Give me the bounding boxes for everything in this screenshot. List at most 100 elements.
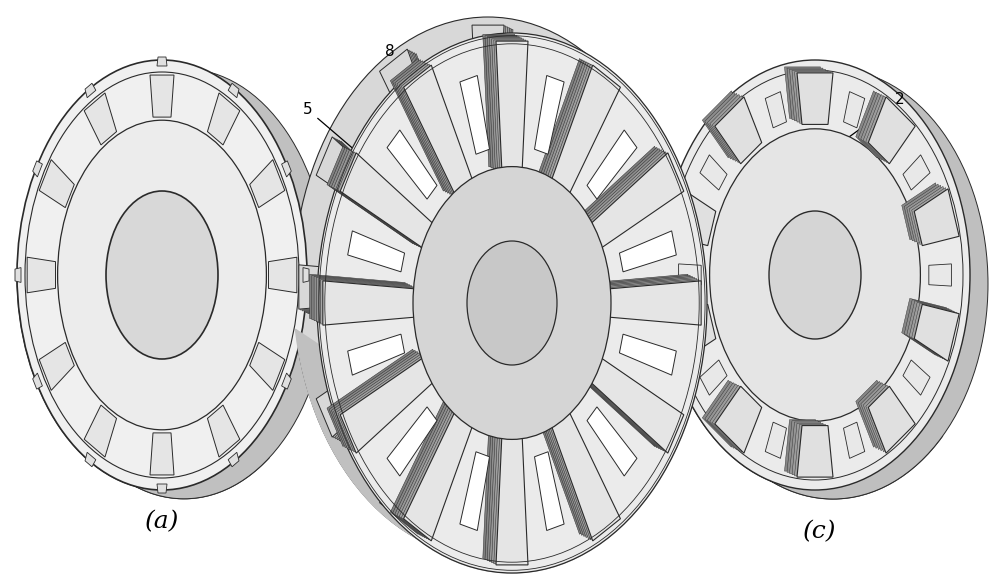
Polygon shape [705,382,752,448]
Polygon shape [586,152,682,249]
Polygon shape [666,187,711,243]
Polygon shape [595,215,652,256]
Ellipse shape [58,120,266,430]
Polygon shape [340,356,436,453]
Text: 7: 7 [509,57,535,127]
Polygon shape [387,396,457,529]
Polygon shape [494,432,526,564]
Polygon shape [157,484,167,493]
Polygon shape [794,424,830,476]
Polygon shape [321,280,416,324]
Polygon shape [532,52,602,184]
Polygon shape [496,41,528,173]
Polygon shape [912,303,957,360]
Polygon shape [661,184,706,241]
Polygon shape [299,265,394,309]
Polygon shape [861,383,908,449]
Polygon shape [399,63,469,196]
Polygon shape [568,342,663,439]
Text: 8: 8 [385,45,460,146]
Polygon shape [250,160,285,208]
Polygon shape [327,146,423,243]
Polygon shape [150,75,174,117]
Polygon shape [489,38,521,170]
Polygon shape [671,189,716,246]
Polygon shape [385,395,455,528]
Polygon shape [404,65,474,197]
Polygon shape [700,360,727,395]
Polygon shape [477,419,509,552]
Polygon shape [474,417,506,550]
Polygon shape [532,395,602,528]
Polygon shape [537,402,607,534]
Polygon shape [797,425,833,477]
Polygon shape [707,93,754,160]
Polygon shape [494,40,526,172]
Polygon shape [380,49,450,182]
Polygon shape [282,161,291,177]
Polygon shape [586,355,682,452]
Ellipse shape [293,17,683,557]
Polygon shape [526,392,596,525]
Polygon shape [492,430,524,563]
Polygon shape [661,300,706,356]
Polygon shape [712,385,759,452]
Polygon shape [866,96,913,162]
Polygon shape [856,91,903,158]
Polygon shape [496,433,528,565]
Polygon shape [563,391,613,460]
Polygon shape [340,153,436,250]
Polygon shape [929,264,951,286]
Polygon shape [390,59,461,191]
Polygon shape [320,342,416,439]
Polygon shape [584,150,679,248]
Polygon shape [566,138,662,235]
Polygon shape [323,343,419,441]
Polygon shape [329,148,425,245]
Polygon shape [331,149,427,246]
Polygon shape [914,304,959,361]
Polygon shape [474,26,506,158]
Polygon shape [310,274,405,319]
Polygon shape [585,267,681,311]
Polygon shape [318,278,414,323]
Polygon shape [792,71,828,122]
Polygon shape [844,92,865,128]
Polygon shape [528,393,598,526]
Ellipse shape [678,69,988,499]
Polygon shape [588,153,684,250]
Polygon shape [904,184,949,241]
Text: 3: 3 [831,288,905,309]
Polygon shape [909,302,954,359]
Polygon shape [318,341,414,438]
Polygon shape [535,53,605,186]
Polygon shape [582,265,677,309]
Polygon shape [511,436,540,514]
Text: 4: 4 [582,148,650,213]
Polygon shape [329,350,425,448]
Polygon shape [544,405,614,538]
Polygon shape [546,406,616,538]
Polygon shape [587,407,637,476]
Polygon shape [539,60,609,192]
Polygon shape [401,407,472,540]
Polygon shape [395,61,465,193]
Polygon shape [460,76,489,154]
Polygon shape [39,343,74,390]
Polygon shape [363,391,413,460]
Polygon shape [436,436,465,514]
Polygon shape [658,183,703,239]
Polygon shape [589,269,684,313]
Polygon shape [157,57,167,66]
Polygon shape [571,141,667,238]
Polygon shape [858,382,905,448]
Polygon shape [587,130,637,199]
Ellipse shape [413,166,611,440]
Polygon shape [15,267,21,282]
Polygon shape [325,344,421,441]
Polygon shape [316,340,412,437]
Polygon shape [535,452,564,530]
Polygon shape [579,351,675,449]
Ellipse shape [106,191,218,359]
Polygon shape [207,405,240,457]
